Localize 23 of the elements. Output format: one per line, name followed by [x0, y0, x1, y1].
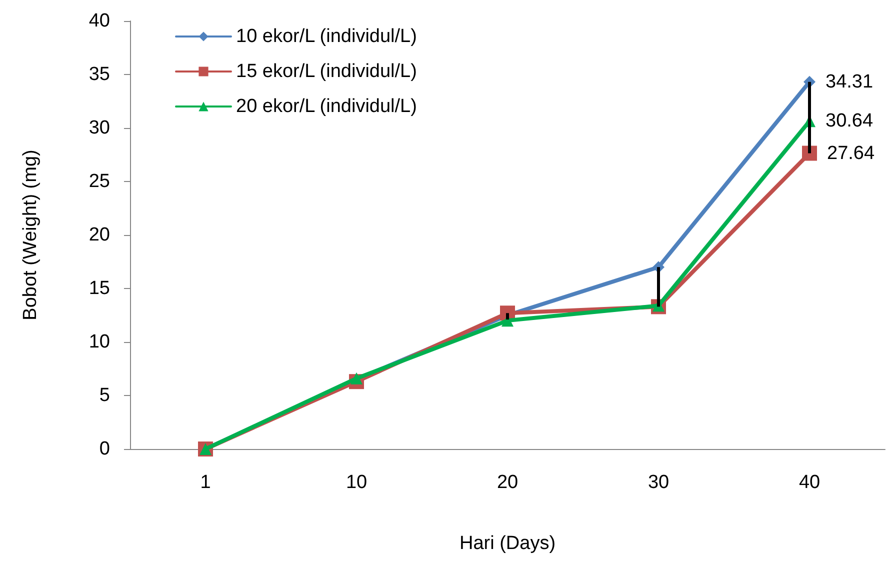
- y-tick-label: 15: [88, 278, 110, 299]
- y-tick-label: 35: [88, 64, 110, 85]
- y-tick-label: 25: [88, 171, 110, 192]
- x-tick-label: 10: [346, 472, 368, 493]
- x-tick-label: 1: [200, 472, 211, 493]
- y-axis-title: Bobot (Weight) (mg): [20, 150, 41, 320]
- point: [802, 146, 817, 161]
- legend-label: 10 ekor/L (individul/L): [236, 26, 417, 47]
- y-tick-label: 10: [88, 332, 110, 352]
- y-tick-label: 20: [88, 224, 110, 246]
- data-label: 34.31: [826, 71, 874, 92]
- x-tick-label: 40: [798, 472, 820, 493]
- y-tick-label: 30: [88, 118, 110, 138]
- legend-label: 20 ekor/L (individul/L): [236, 96, 417, 117]
- y-tick-label: 5: [99, 385, 110, 406]
- x-tick-label: 30: [648, 472, 670, 493]
- data-label: 30.64: [826, 110, 874, 132]
- data-label: 27.64: [827, 142, 875, 164]
- y-tick-label: 40: [88, 10, 110, 32]
- y-tick-label: 0: [99, 438, 110, 460]
- legend-label: 15 ekor/L (individul/L): [236, 61, 417, 82]
- x-axis-title: Hari (Days): [459, 533, 556, 554]
- x-tick-label: 20: [496, 472, 518, 493]
